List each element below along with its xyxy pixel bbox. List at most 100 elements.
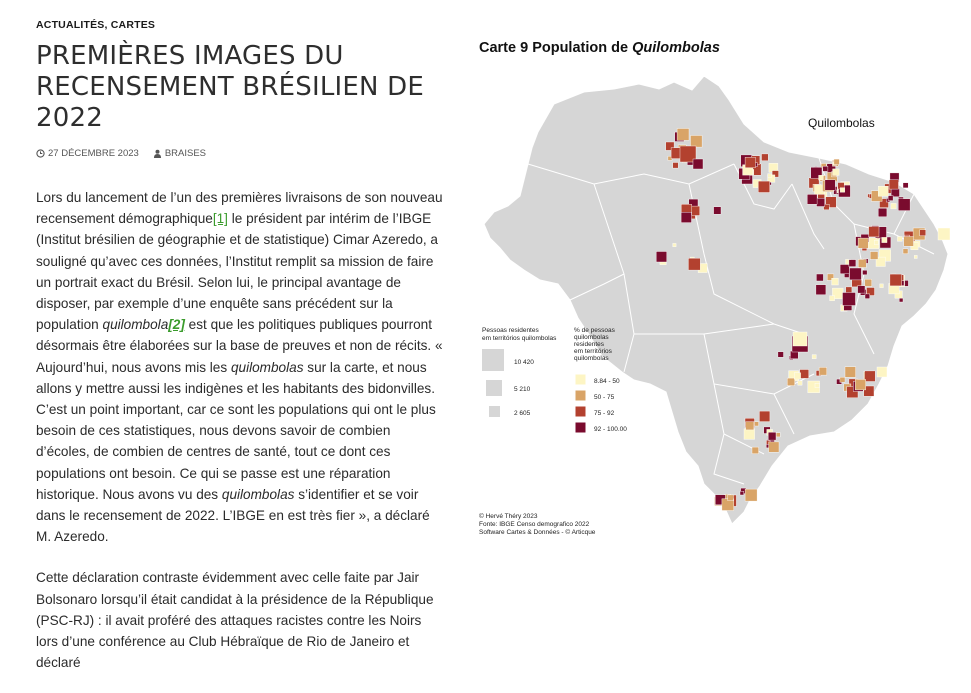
quilombola-marker	[881, 237, 888, 243]
quilombola-marker	[864, 293, 870, 299]
color-legend-title-5: quilombolas	[574, 355, 609, 362]
quilombola-marker	[692, 158, 704, 170]
size-legend-square-medium	[486, 380, 502, 396]
post-date-text: 27 DÉCEMBRE 2023	[48, 148, 139, 159]
quilombola-marker	[787, 377, 795, 386]
post-date[interactable]: 27 DÉCEMBRE 2023	[36, 148, 139, 159]
p1-text-5: s’identifier et se voir dans le recensem…	[36, 486, 430, 545]
map-figure: Carte 9 Population de Quilombolas Quilom…	[474, 34, 964, 554]
quilombola-marker	[875, 256, 886, 267]
footnote-link-2[interactable]: [2]	[168, 317, 185, 333]
color-legend-swatch-3	[574, 405, 587, 418]
quilombola-marker	[815, 284, 827, 295]
quilombola-marker	[672, 243, 677, 247]
quilombola-marker	[903, 236, 914, 247]
state-border-line	[773, 393, 795, 435]
color-legend-title-1: % de pessoas	[574, 327, 616, 334]
color-legend-swatch-4	[574, 421, 587, 434]
quilombola-marker	[858, 259, 867, 268]
quilombola-marker	[751, 446, 759, 454]
quilombola-marker	[810, 167, 823, 179]
quilombola-marker	[807, 194, 818, 205]
category-separator: ,	[104, 19, 111, 31]
quilombola-marker	[816, 197, 826, 207]
quilombola-marker	[889, 273, 902, 287]
quilombola-marker	[794, 372, 801, 380]
quilombola-marker	[864, 370, 876, 382]
size-legend: Pessoas residentes em territórios quilom…	[482, 327, 557, 417]
quilombola-marker	[888, 179, 899, 190]
state-border-line	[853, 223, 875, 355]
quilombola-marker	[824, 179, 836, 191]
article: ACTUALITÉS, CARTES PREMIÈRES IMAGES DU R…	[36, 16, 444, 693]
quilombola-marker	[777, 351, 784, 358]
quilombola-marker	[842, 292, 856, 306]
quilombola-marker	[743, 428, 755, 440]
quilombola-marker	[818, 367, 828, 376]
quilombola-marker	[839, 377, 846, 383]
quilombola-marker	[818, 175, 824, 181]
quilombola-marker	[814, 383, 820, 388]
quilombola-marker	[862, 269, 868, 275]
quilombola-marker	[655, 251, 667, 263]
quilombola-marker	[845, 286, 853, 294]
size-legend-value-medium: 5 210	[514, 386, 531, 393]
quilombola-marker	[890, 203, 897, 210]
p1-text-2: le président par intérim de l’IBGE (Inst…	[36, 211, 438, 333]
state-border-line	[791, 183, 825, 250]
quilombola-marker	[744, 488, 758, 502]
footnote-link-1[interactable]: [1]	[212, 211, 228, 227]
quilombola-marker	[688, 257, 701, 271]
quilombola-marker	[902, 182, 909, 189]
quilombola-marker	[898, 198, 911, 211]
size-legend-square-large	[482, 349, 504, 371]
quilombola-marker	[857, 285, 866, 294]
color-legend-label-3: 75 - 92	[594, 410, 615, 417]
quilombola-marker	[832, 168, 840, 176]
quilombola-marker	[864, 279, 873, 287]
color-legend-swatch-2	[574, 389, 587, 402]
quilombola-marker	[713, 206, 722, 215]
post-author[interactable]: BRAISES	[153, 148, 206, 159]
post-body: Lors du lancement de l’un des premières …	[36, 187, 444, 673]
map-title-prefix: Carte 9 Population de	[479, 40, 633, 56]
category-link-cartes[interactable]: CARTES	[110, 19, 156, 31]
category-link-actualites[interactable]: ACTUALITÉS	[36, 19, 105, 31]
quilombola-marker	[868, 226, 880, 238]
quilombola-marker	[665, 141, 675, 151]
quilombola-marker	[874, 240, 879, 245]
quilombola-marker	[840, 187, 845, 193]
quilombola-marker	[822, 165, 829, 172]
size-legend-square-small	[489, 406, 500, 417]
quilombola-marker	[870, 251, 879, 260]
post-meta: 27 DÉCEMBRE 2023 BRAISES	[36, 148, 444, 159]
color-legend-title-4: em territórios	[574, 348, 613, 355]
quilombola-marker	[849, 267, 862, 281]
map-figure-title: Carte 9 Population de Quilombolas	[479, 40, 720, 56]
quilombola-marker	[829, 295, 835, 301]
quilombola-marker	[902, 248, 909, 254]
quilombola-marker	[879, 198, 889, 208]
map-credit-1: © Hervé Théry 2023	[479, 512, 538, 520]
quilombola-marker	[831, 277, 839, 286]
map-title-italic: Quilombolas	[632, 40, 720, 56]
color-legend-title-3: residentes	[574, 341, 605, 348]
quilombola-marker	[919, 229, 927, 236]
quilombola-marker	[878, 207, 888, 217]
state-border-line	[527, 163, 735, 185]
quilombola-marker	[897, 236, 903, 242]
quilombola-marker	[899, 298, 904, 303]
color-legend-title-2: quilombolas	[574, 334, 609, 341]
paragraph-1: Lors du lancement de l’un des premières …	[36, 187, 444, 547]
color-legend-label-2: 50 - 75	[594, 394, 615, 401]
user-icon	[153, 149, 161, 158]
quilombola-marker	[848, 259, 857, 267]
quilombola-marker	[679, 145, 697, 163]
paragraph-2: Cette déclaration contraste évidemment a…	[36, 570, 434, 671]
quilombola-marker	[739, 491, 744, 496]
quilombola-marker	[792, 331, 808, 347]
size-legend-value-small: 2 605	[514, 410, 531, 417]
brazil-map: Quilombolas Pessoas residentes em territ…	[479, 75, 951, 536]
quilombola-marker	[914, 255, 918, 259]
map-credits: © Hervé Théry 2023 Fonte: IBGE Censo dem…	[479, 512, 596, 536]
